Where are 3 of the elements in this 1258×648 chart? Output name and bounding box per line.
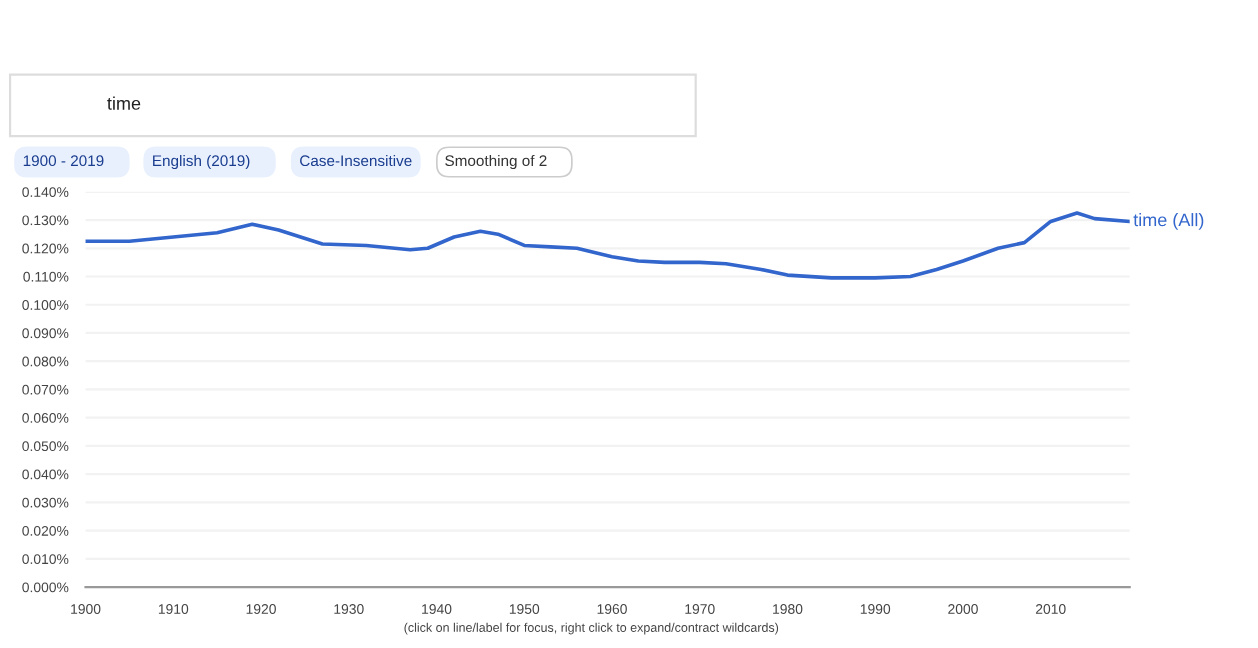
line-series (85, 211, 1130, 280)
series-label: time (All) (1133, 213, 1204, 230)
text: time (107, 96, 141, 110)
